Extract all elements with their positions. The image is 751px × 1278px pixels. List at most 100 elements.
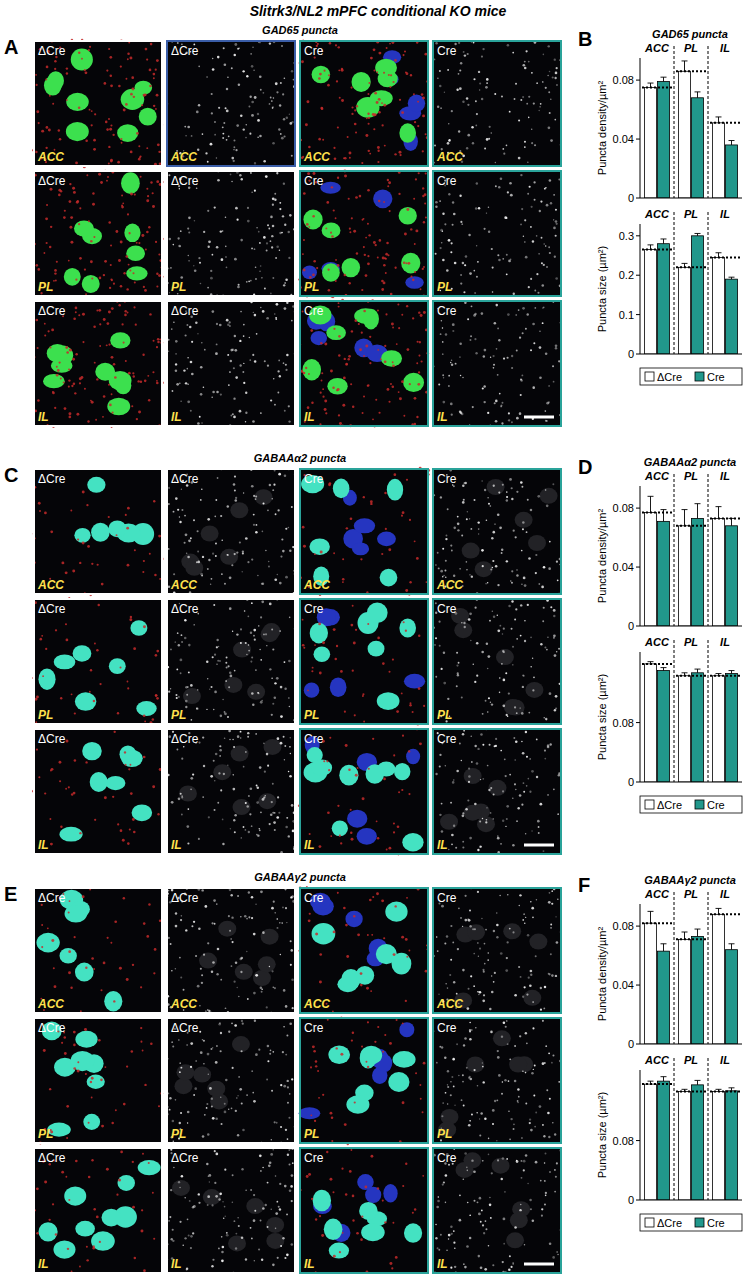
puncta — [82, 491, 85, 494]
puncta — [463, 291, 465, 293]
puncta — [398, 391, 400, 393]
puncta — [502, 148, 504, 150]
image-background — [432, 468, 562, 595]
puncta — [316, 267, 318, 269]
puncta — [52, 392, 55, 395]
puncta — [283, 183, 285, 185]
puncta — [543, 307, 545, 309]
puncta — [109, 404, 112, 407]
puncta — [490, 569, 492, 571]
puncta — [178, 644, 180, 646]
image-border — [34, 171, 162, 296]
puncta — [548, 246, 550, 248]
puncta — [92, 192, 94, 194]
puncta — [187, 126, 190, 129]
puncta — [196, 707, 199, 710]
cell-body — [327, 378, 347, 395]
puncta — [462, 485, 465, 488]
puncta — [486, 212, 487, 213]
micrograph: ΔCreACC — [165, 40, 296, 167]
image-border — [433, 301, 561, 426]
nucleus — [310, 331, 327, 345]
puncta — [498, 186, 500, 188]
puncta — [334, 157, 337, 160]
cell-body — [115, 377, 131, 394]
puncta — [550, 202, 552, 204]
puncta — [246, 654, 248, 656]
puncta — [259, 271, 261, 273]
puncta — [302, 526, 305, 529]
puncta — [475, 100, 477, 102]
puncta — [277, 370, 279, 372]
puncta — [482, 565, 484, 567]
puncta — [460, 282, 462, 284]
puncta — [186, 694, 188, 696]
puncta — [338, 306, 340, 308]
cell-body — [71, 49, 93, 71]
puncta — [473, 270, 475, 272]
puncta — [243, 128, 245, 130]
puncta — [59, 361, 61, 363]
puncta — [229, 371, 231, 373]
nucleus — [377, 531, 396, 546]
puncta — [491, 248, 493, 250]
puncta — [492, 567, 493, 568]
puncta — [546, 402, 549, 405]
puncta — [254, 314, 257, 317]
puncta — [212, 391, 215, 394]
puncta — [524, 67, 527, 70]
puncta — [416, 416, 418, 418]
puncta — [537, 292, 539, 294]
puncta — [153, 77, 155, 79]
puncta — [45, 79, 47, 81]
puncta — [385, 528, 387, 530]
puncta — [447, 69, 449, 71]
puncta — [378, 98, 381, 101]
puncta — [202, 133, 204, 135]
puncta — [508, 419, 510, 421]
puncta — [273, 97, 274, 98]
puncta — [181, 509, 183, 511]
puncta — [394, 267, 396, 269]
puncta — [303, 372, 305, 374]
puncta — [231, 181, 233, 183]
puncta — [333, 209, 335, 211]
puncta — [471, 576, 473, 578]
puncta — [55, 629, 57, 631]
puncta — [196, 111, 199, 114]
puncta — [128, 372, 131, 375]
puncta — [254, 162, 256, 164]
puncta — [338, 354, 341, 357]
puncta — [241, 178, 243, 180]
puncta — [85, 71, 88, 74]
nucleus — [373, 189, 392, 208]
puncta — [510, 580, 511, 581]
puncta — [187, 368, 189, 370]
puncta — [478, 207, 480, 209]
puncta — [134, 549, 136, 551]
cell-body — [47, 71, 64, 90]
puncta — [369, 362, 371, 364]
puncta — [46, 242, 48, 244]
cell-body — [126, 245, 145, 261]
puncta — [388, 548, 391, 551]
puncta — [343, 157, 345, 159]
puncta — [168, 487, 170, 489]
puncta — [125, 255, 128, 258]
puncta — [123, 342, 125, 344]
puncta — [227, 354, 229, 356]
puncta — [531, 129, 532, 130]
puncta — [337, 177, 339, 179]
puncta — [230, 415, 232, 417]
puncta — [156, 346, 158, 348]
puncta — [186, 324, 188, 326]
puncta — [403, 415, 405, 417]
puncta — [170, 648, 172, 650]
puncta — [478, 533, 479, 534]
puncta — [442, 401, 445, 404]
puncta — [131, 88, 134, 91]
condition-label: Cre — [437, 472, 457, 486]
puncta — [36, 110, 39, 113]
image-background — [33, 170, 163, 297]
puncta — [330, 232, 332, 234]
